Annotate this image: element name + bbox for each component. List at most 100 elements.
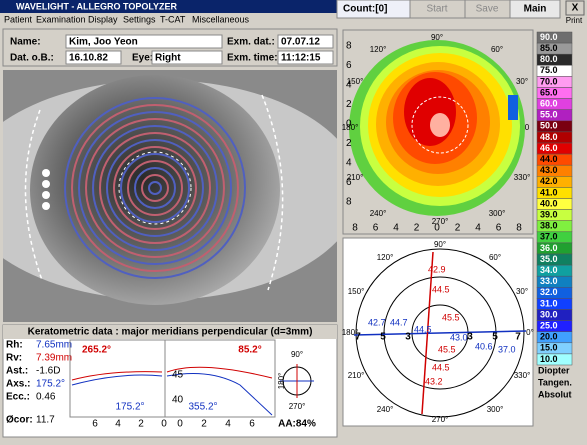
placido-ring [148,181,162,195]
kerato-label: Ecc.: [6,392,30,403]
angle-label: 120° [370,45,387,54]
placido-ring [99,132,211,244]
graph2-axis: 4 [225,419,231,430]
color-scale: 90.085.080.075.070.065.0 60.055.050.048.0… [536,31,573,399]
kerato-label: Ast.: [6,366,28,377]
blue-value: 42.7 [368,317,386,327]
kerato-value: 0.46 [36,392,56,403]
eye-field [151,50,223,65]
angle-label: 300° [489,209,506,218]
scale-label: 55.0 [540,110,558,120]
angle-label: 330° [514,173,531,182]
angle-label: 270° [432,415,449,424]
ring-number: 7 [515,332,521,343]
print-button[interactable]: Print [566,16,583,25]
menu-item[interactable]: Display [88,14,118,24]
red-value: 45.5 [438,344,456,354]
menu-item[interactable]: Miscellaneous [192,14,250,24]
graph2-y-label: 40 [172,395,184,406]
scale-label: 20.0 [540,332,558,342]
ring-number: 3 [405,332,411,343]
placido-ring [106,139,204,237]
red-value: 45.5 [442,312,460,322]
scale-footer: Absolut [538,389,572,399]
scale-footer: Tangen. [538,377,572,387]
main-button[interactable] [509,0,561,19]
scale-label: 44.0 [540,154,558,164]
red-value: 44.5 [432,284,450,294]
exam-time-label: Exm. time: [227,53,278,64]
start-label: Start [426,4,447,15]
exam-time-field [277,50,334,65]
axis-label: 6 [346,60,352,71]
kerato-value: 175.2° [36,379,65,390]
menu-item[interactable]: T-CAT [160,14,186,24]
ring-number: 3 [467,332,473,343]
ring-number: 5 [492,332,498,343]
angle-label: 150° [348,287,365,296]
scale-label: 80.0 [540,54,558,64]
axis-label: 8 [346,197,352,208]
scale-label: 46.0 [540,143,558,153]
axis-label: 2 [346,99,352,110]
eye-image [3,70,337,322]
kerato-label: Axs.: [6,379,30,390]
axis-label: 4 [346,158,352,169]
placido-ring [127,160,183,216]
red-value: 44.5 [432,362,450,372]
mini-top: 90° [291,350,303,359]
graph1-axis: 4 [115,419,121,430]
app-title: WAVELIGHT - ALLEGRO TOPOLYZER [16,1,178,11]
scale-label: 75.0 [540,65,558,75]
kerato-rows: Rh: 7.65mm Rv: 7.39mm Ast.: -1.6D Axs.: 175.2° E… [6,340,72,426]
angle-label: 30° [516,77,528,86]
menu-item[interactable]: Patient [4,14,33,24]
close-button[interactable] [565,0,585,16]
placido-ring [141,174,169,202]
mini-left: 180° [277,373,286,390]
scale-label: 85.0 [540,43,558,53]
scale-label: 43.0 [540,165,558,175]
scale-label: 10.0 [540,354,558,364]
title-bar [0,0,337,13]
name-label: Name: [10,37,41,48]
scale-label: 39.0 [540,210,558,220]
angle-label: 270° [432,217,449,226]
blue-value: 44.5 [414,324,432,334]
placido-ring [64,97,246,279]
angle-label: 0 [525,123,530,132]
count: Count:[0] [343,4,387,15]
scale-label: 40.0 [540,198,558,208]
eye-value: Right [155,53,181,64]
placido-ring [113,146,197,230]
scale-label: 38.0 [540,221,558,231]
kerato-graphs [69,339,314,418]
menu-item[interactable]: Examination [36,14,86,24]
dob-field [65,50,122,65]
scale-label: 31.0 [540,298,558,308]
placido-ring [85,118,225,258]
scale-label: 30.0 [540,309,558,319]
scale-label: 15.0 [540,343,558,353]
scale-label: 90.0 [540,32,558,42]
graph1-axis: 6 [92,419,98,430]
angle-label: 90° [431,33,443,42]
scale-label: 41.0 [540,187,558,197]
menu-item[interactable]: Settings [123,14,156,24]
angle-label: 30° [516,287,528,296]
graph1-bottom: 175.2° [115,402,144,413]
scale-label: 35.0 [540,254,558,264]
angle-label: 180° [342,123,359,132]
close-label: X [572,3,579,14]
axis-label: 0 [346,119,352,130]
axis-label: 2 [346,138,352,149]
axis-label: 4 [346,80,352,91]
red-value: 42.9 [428,264,446,274]
meridian-map [353,248,527,418]
red-value: 43.2 [425,376,443,386]
ring-number: 5 [380,332,386,343]
